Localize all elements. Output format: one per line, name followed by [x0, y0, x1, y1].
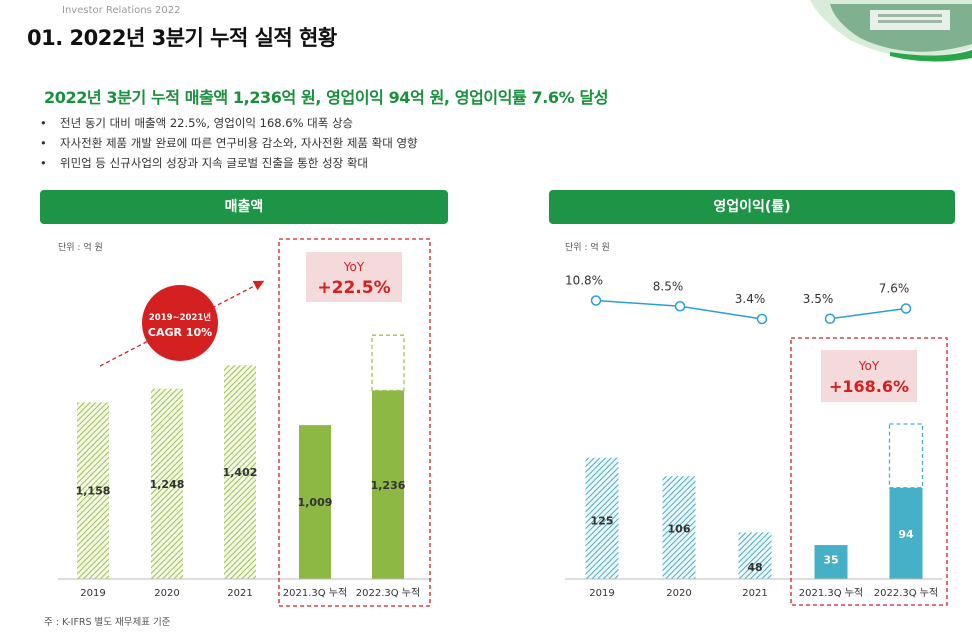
margin-point	[674, 301, 686, 312]
yoy-value: +22.5%	[317, 278, 390, 298]
yoy-badge	[821, 350, 917, 402]
bullet-text: 위민업 등 신규사업의 성장과 지속 글로벌 진출을 통한 성장 확대	[60, 156, 368, 170]
x-tick-label: 2021.3Q 누적	[799, 587, 863, 599]
unit-label: 단위 : 억 원	[58, 241, 103, 253]
margin-label: 3.4%	[735, 292, 766, 306]
x-tick-label: 2021.3Q 누적	[283, 587, 347, 599]
operating-profit-bar	[814, 545, 848, 579]
headline: 2022년 3분기 누적 매출액 1,236억 원, 영업이익 94억 원, 영…	[44, 88, 609, 107]
revenue-value-label: 1,248	[150, 478, 185, 491]
operating-profit-bar	[662, 476, 696, 579]
x-tick-label: 2021	[227, 588, 252, 599]
x-tick-label: 2022.3Q 누적	[356, 587, 420, 599]
cagr-period: 2019~2021년	[149, 312, 211, 323]
revenue-value-label: 1,158	[76, 485, 111, 498]
yoy-value: +168.6%	[829, 377, 909, 396]
bullet-item: • 전년 동기 대비 매출액 22.5%, 영업이익 168.6% 대폭 상승	[40, 116, 354, 130]
cagr-value: CAGR 10%	[148, 326, 212, 339]
x-tick-label: 2019	[80, 588, 105, 599]
highlight-box	[790, 337, 948, 606]
x-tick-label: 2021	[742, 588, 767, 599]
operating-profit-bar	[889, 487, 923, 579]
margin-point	[900, 303, 912, 314]
operating-profit-bar	[738, 532, 772, 579]
revenue-bar	[224, 365, 256, 579]
footnote: 주 : K-IFRS 별도 재무제표 기준	[44, 617, 171, 628]
yoy-badge	[306, 252, 402, 302]
revenue-value-label: 1,402	[223, 466, 258, 479]
margin-label: 7.6%	[879, 282, 910, 296]
operating-profit-value-label: 125	[591, 514, 614, 527]
margin-point	[824, 313, 836, 324]
cagr-badge	[142, 285, 218, 361]
yoy-label: YoY	[343, 260, 365, 274]
revenue-chart: 단위 : 억 원 1,158 1,248 1,402 1,009 1,236 2019 2…	[58, 238, 432, 607]
margin-line	[829, 307, 907, 320]
x-tick-label: 2020	[666, 588, 691, 599]
growth-outline	[371, 334, 405, 392]
page-title: 01. 2022년 3분기 누적 실적 현황	[27, 26, 337, 50]
operating-profit-value-label: 106	[668, 523, 691, 536]
margin-label: 3.5%	[803, 292, 834, 306]
bullet-item: • 위민업 등 신규사업의 성장과 지속 글로벌 진출을 통한 성장 확대	[40, 156, 368, 170]
operating-profit-value-label: 48	[747, 561, 762, 574]
revenue-value-label: 1,009	[298, 496, 333, 509]
revenue-bar	[299, 425, 331, 579]
revenue-panel-header: 매출액	[40, 190, 448, 224]
x-tick-label: 2019	[589, 588, 614, 599]
yoy-label: YoY	[858, 359, 880, 373]
revenue-bar	[77, 402, 109, 579]
margin-point	[756, 313, 768, 325]
building-photo-decoration	[810, 0, 972, 62]
x-tick-label: 2022.3Q 누적	[874, 587, 938, 599]
bullet-item: • 자사전환 제품 개발 완료에 따른 연구비용 감소와, 자사전환 제품 확대 …	[40, 136, 418, 150]
bullet-text: 자사전환 제품 개발 완료에 따른 연구비용 감소와, 자사전환 제품 확대 영…	[60, 136, 418, 150]
revenue-bar	[151, 388, 183, 579]
operating-profit-value-label: 94	[898, 528, 914, 541]
ir-label: Investor Relations 2022	[62, 5, 181, 16]
operating-profit-panel-header: 영업이익(률)	[549, 190, 955, 224]
operating-profit-bar	[585, 457, 619, 579]
x-tick-label: 2020	[154, 588, 179, 599]
growth-outline	[888, 423, 924, 489]
margin-point	[590, 295, 602, 306]
bullet-list: • 전년 동기 대비 매출액 22.5%, 영업이익 168.6% 대폭 상승 •…	[40, 113, 418, 173]
margin-label: 8.5%	[653, 279, 684, 293]
unit-label: 단위 : 억 원	[565, 241, 610, 253]
revenue-bar	[372, 390, 404, 579]
margin-label: 10.8%	[565, 274, 603, 288]
bullet-text: 전년 동기 대비 매출액 22.5%, 영업이익 168.6% 대폭 상승	[60, 116, 354, 130]
revenue-value-label: 1,236	[371, 479, 406, 492]
operating-profit-chart: 단위 : 억 원 125 106 48 35 94 10.8% 8.5% 3.4% 3.5% 7…	[565, 241, 948, 606]
operating-profit-value-label: 35	[823, 554, 838, 567]
